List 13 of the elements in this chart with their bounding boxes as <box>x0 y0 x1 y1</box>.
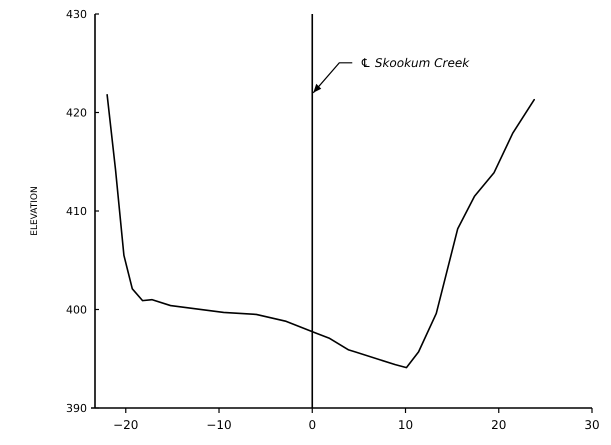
y-tick-label: 410 <box>66 205 87 218</box>
x-tick-label: 30 <box>584 418 600 432</box>
x-tick-label: −10 <box>206 418 232 432</box>
y-axis-title: ELEVATION <box>30 186 40 236</box>
y-tick-label: 420 <box>66 106 87 120</box>
x-tick-label: 10 <box>398 418 414 432</box>
y-tick-label: 430 <box>66 8 87 21</box>
y-tick-label: 400 <box>66 304 87 316</box>
ref-line-label: ℄ Skookum Creek <box>360 56 470 70</box>
x-tick-label: 20 <box>491 418 506 432</box>
x-tick-label: 0 <box>308 418 316 432</box>
x-tick-label: −20 <box>113 418 138 432</box>
y-tick-label: 390 <box>66 402 87 415</box>
